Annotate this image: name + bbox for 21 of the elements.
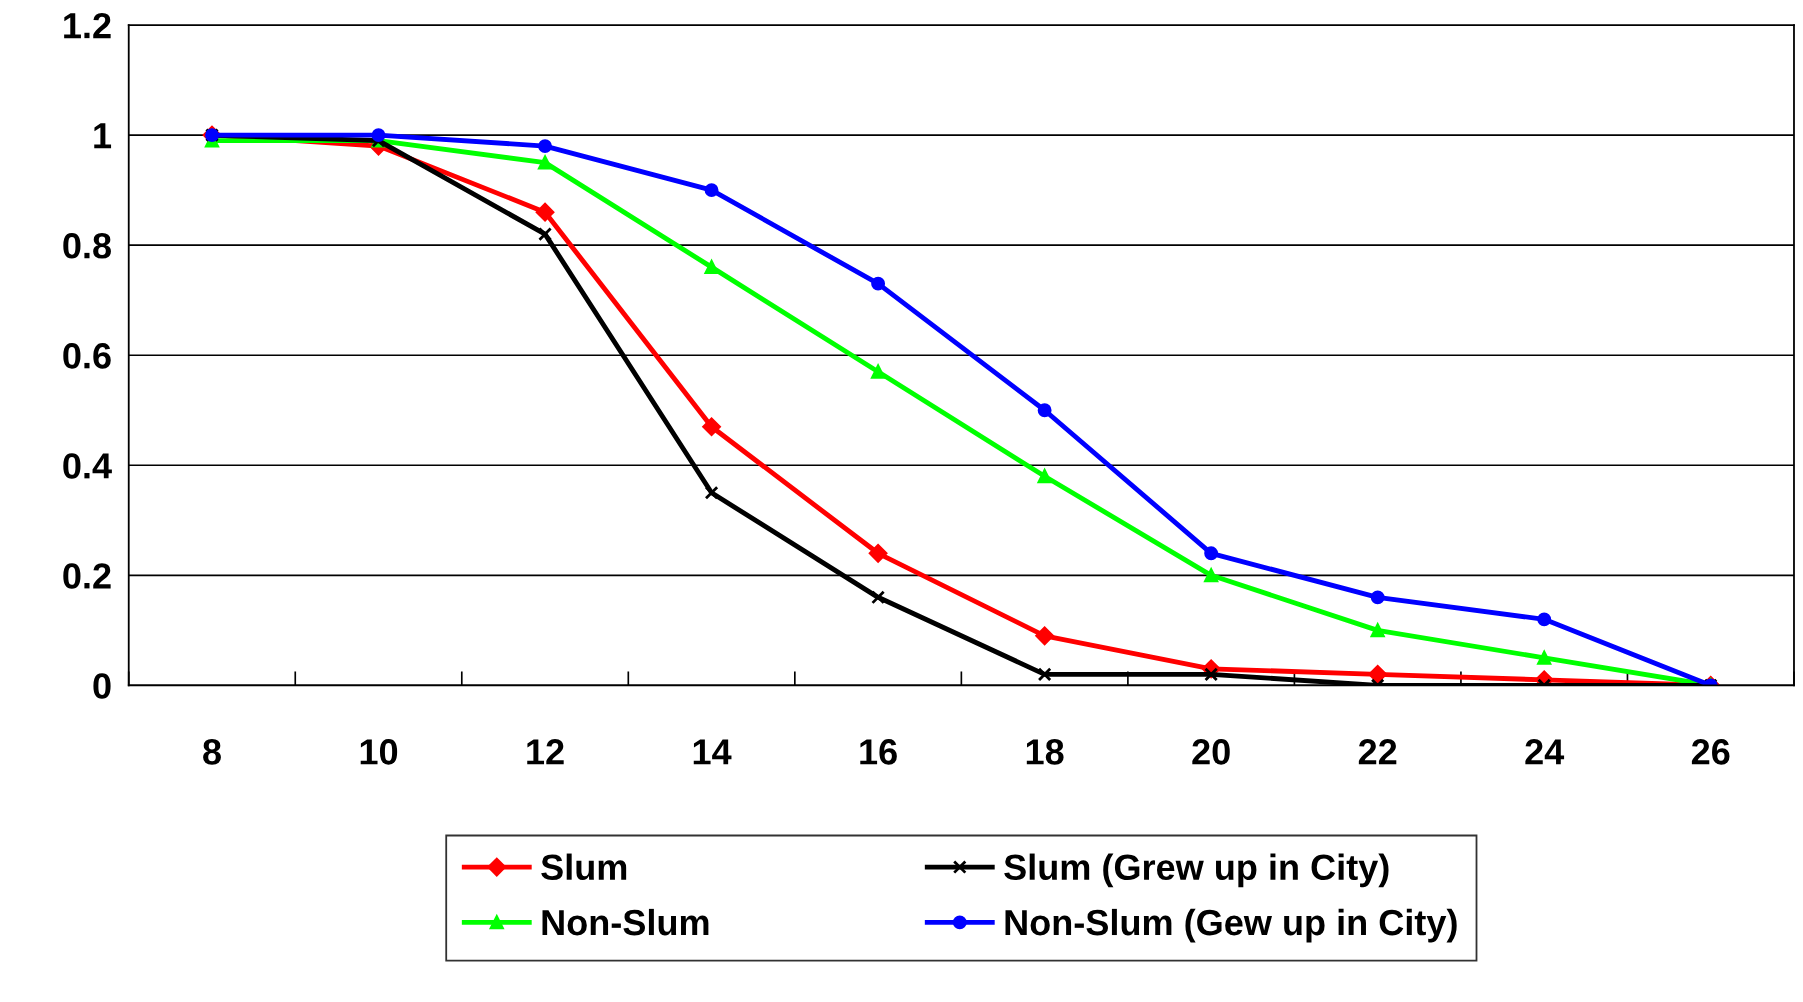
x-tick-label: 14 [693, 739, 732, 765]
y-tick-label: 0.4 [63, 453, 112, 479]
x-tick-label: 20 [1192, 739, 1230, 765]
legend-label: Non-Slum (Gew up in City) [1005, 908, 1457, 943]
y-tick-label: 0.2 [63, 563, 111, 589]
y-tick-label: 0.6 [63, 343, 111, 369]
y-tick-label: 0.8 [63, 233, 111, 259]
x-tick-label: 18 [1026, 739, 1064, 765]
y-tick-label: 1 [94, 123, 112, 149]
x-tick-label: 12 [527, 739, 564, 765]
x-tick-label: 10 [360, 739, 398, 765]
x-tick-label: 24 [1525, 739, 1565, 765]
x-tick-label: 8 [203, 739, 221, 765]
x-tick-label: 26 [1691, 739, 1730, 765]
legend-label: Slum (Grew up in City) [1004, 853, 1389, 888]
x-tick-label: 22 [1358, 739, 1397, 765]
x-tick-label: 16 [860, 739, 897, 765]
legend-label: Non-Slum [542, 908, 709, 936]
legend-label: Slum [541, 853, 627, 881]
y-tick-label: 0 [93, 673, 111, 699]
y-tick-label: 1.2 [64, 12, 111, 39]
